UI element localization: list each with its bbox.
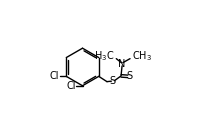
- Text: S: S: [126, 71, 132, 81]
- Text: CH$_3$: CH$_3$: [131, 50, 151, 63]
- Text: N: N: [118, 59, 125, 69]
- Text: Cl: Cl: [50, 71, 59, 81]
- Text: S: S: [109, 76, 115, 86]
- Text: H$_3$C: H$_3$C: [93, 50, 114, 63]
- Text: Cl: Cl: [66, 81, 75, 91]
